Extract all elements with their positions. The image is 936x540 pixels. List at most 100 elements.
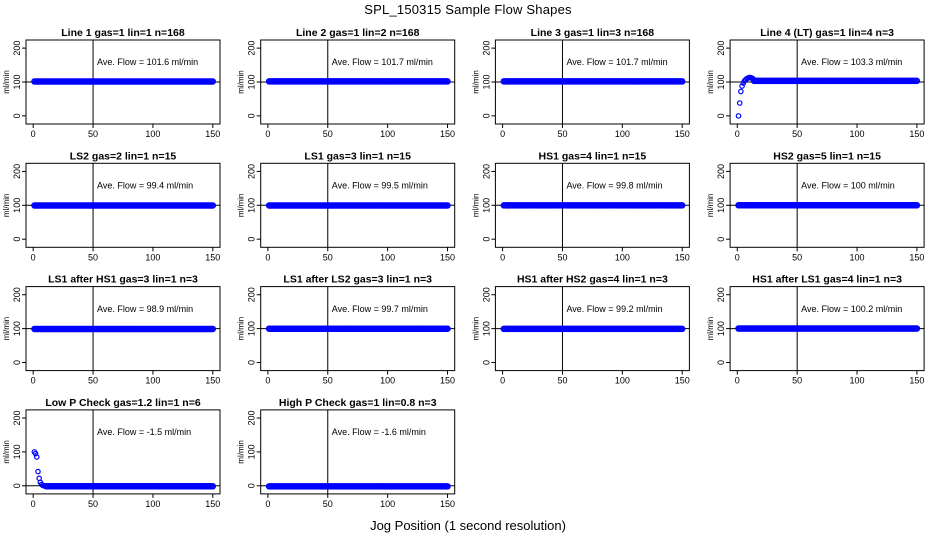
panel-7: HS1 gas=4 lin=1 n=15 0 50 100 150 0 100 200 ml/m… <box>471 150 690 262</box>
annotation-ave-flow: Ave. Flow = 98.9 ml/min <box>97 304 193 314</box>
x-tick-label: 50 <box>792 252 802 262</box>
x-tick-label: 0 <box>31 129 36 139</box>
x-tick-label: 0 <box>265 499 270 509</box>
y-axis-label: ml/min <box>471 194 480 218</box>
x-tick-label: 150 <box>205 129 220 139</box>
panel-title: LS1 after LS2 gas=3 lin=1 n=3 <box>283 274 432 286</box>
x-tick-label: 150 <box>205 499 220 509</box>
panel-5: LS2 gas=2 lin=1 n=15 0 50 100 150 0 100 200 ml/m… <box>2 150 221 262</box>
y-tick-label: 0 <box>716 113 726 118</box>
y-tick-label: 200 <box>12 411 22 426</box>
panel-title: LS1 gas=3 lin=1 n=15 <box>304 150 411 162</box>
panel-title: HS1 after HS2 gas=4 lin=1 n=3 <box>517 274 668 286</box>
y-axis-label: ml/min <box>2 317 11 341</box>
data-point <box>444 325 451 332</box>
panel-title: High P Check gas=1 lin=0.8 n=3 <box>279 397 437 409</box>
x-tick-label: 0 <box>265 129 270 139</box>
y-tick-label: 200 <box>716 287 726 302</box>
data-point <box>33 454 40 460</box>
data-point <box>913 325 921 332</box>
x-tick-label: 50 <box>792 376 802 386</box>
data-point <box>209 325 217 333</box>
y-tick-label: 200 <box>481 41 491 56</box>
figure-x-axis-label: Jog Position (1 second resolution) <box>370 518 566 533</box>
y-tick-label: 0 <box>247 113 257 118</box>
data-point <box>32 450 39 457</box>
data-point <box>209 202 217 209</box>
y-tick-label: 100 <box>247 74 257 89</box>
y-axis-label: ml/min <box>471 317 480 341</box>
panel-1: Line 1 gas=1 lin=1 n=168 0 50 100 150 0 100 200… <box>2 27 221 139</box>
y-tick-label: 0 <box>247 237 257 242</box>
y-tick-label: 200 <box>481 164 491 179</box>
annotation-ave-flow: Ave. Flow = -1.5 ml/min <box>97 427 191 437</box>
data-point <box>736 100 743 106</box>
annotation-ave-flow: Ave. Flow = 103.3 ml/min <box>801 57 902 67</box>
figure-title: SPL_150315 Sample Flow Shapes <box>364 2 572 17</box>
panel-6: LS1 gas=3 lin=1 n=15 0 50 100 150 0 100 200 ml/m… <box>237 150 456 262</box>
x-tick-label: 150 <box>909 376 924 386</box>
y-tick-label: 100 <box>716 321 726 336</box>
x-tick-label: 0 <box>31 376 36 386</box>
data-point <box>444 78 451 85</box>
y-axis-label: ml/min <box>2 440 11 464</box>
annotation-ave-flow: Ave. Flow = -1.6 ml/min <box>332 427 426 437</box>
x-tick-label: 50 <box>557 129 567 139</box>
data-point <box>444 483 451 490</box>
x-tick-label: 100 <box>850 129 865 139</box>
x-tick-label: 150 <box>205 376 220 386</box>
x-tick-label: 100 <box>380 129 395 139</box>
x-tick-label: 150 <box>440 376 455 386</box>
y-axis-label: ml/min <box>237 440 246 464</box>
y-axis-label: ml/min <box>706 317 715 341</box>
x-tick-label: 50 <box>88 499 98 509</box>
data-point <box>209 78 217 85</box>
y-axis-label: ml/min <box>706 70 715 94</box>
x-tick-label: 50 <box>323 252 333 262</box>
x-tick-label: 100 <box>615 129 630 139</box>
data-point <box>209 483 217 490</box>
y-tick-label: 100 <box>12 198 22 213</box>
x-tick-label: 150 <box>440 129 455 139</box>
y-tick-label: 0 <box>12 483 22 488</box>
annotation-ave-flow: Ave. Flow = 99.5 ml/min <box>332 181 428 191</box>
x-tick-label: 150 <box>205 252 220 262</box>
x-tick-label: 100 <box>380 252 395 262</box>
annotation-ave-flow: Ave. Flow = 101.6 ml/min <box>97 57 198 67</box>
x-tick-label: 150 <box>909 129 924 139</box>
y-axis-label: ml/min <box>237 70 246 94</box>
y-tick-label: 200 <box>247 41 257 56</box>
x-tick-label: 150 <box>440 252 455 262</box>
y-tick-label: 0 <box>481 360 491 365</box>
y-tick-label: 0 <box>716 237 726 242</box>
panel-title: Line 4 (LT) gas=1 lin=4 n=3 <box>760 27 894 39</box>
y-tick-label: 0 <box>716 360 726 365</box>
data-point <box>739 83 745 89</box>
x-tick-label: 50 <box>323 129 333 139</box>
y-tick-label: 100 <box>12 444 22 459</box>
y-tick-label: 100 <box>481 321 491 336</box>
panel-title: LS1 after HS1 gas=3 lin=1 n=3 <box>48 274 198 286</box>
data-point <box>678 325 686 333</box>
x-tick-label: 0 <box>500 252 505 262</box>
y-tick-label: 100 <box>12 74 22 89</box>
y-tick-label: 200 <box>716 164 726 179</box>
y-axis-label: ml/min <box>471 70 480 94</box>
x-tick-label: 0 <box>500 376 505 386</box>
data-point <box>678 78 686 85</box>
x-tick-label: 0 <box>735 252 740 262</box>
x-tick-label: 0 <box>500 129 505 139</box>
y-tick-label: 0 <box>12 237 22 242</box>
y-axis-label: ml/min <box>706 194 715 218</box>
x-tick-label: 50 <box>792 129 802 139</box>
x-tick-label: 50 <box>557 376 567 386</box>
y-tick-label: 0 <box>247 360 257 365</box>
panel-12: HS1 after LS1 gas=4 lin=1 n=3 0 50 100 150 0 1… <box>706 274 925 386</box>
panel-9: LS1 after HS1 gas=3 lin=1 n=3 0 50 100 150 0 1… <box>2 274 221 386</box>
y-axis-label: ml/min <box>237 194 246 218</box>
panel-title: Line 1 gas=1 lin=1 n=168 <box>61 27 185 39</box>
y-tick-label: 200 <box>12 287 22 302</box>
panel-title: HS2 gas=5 lin=1 n=15 <box>773 150 881 162</box>
x-tick-label: 0 <box>31 252 36 262</box>
